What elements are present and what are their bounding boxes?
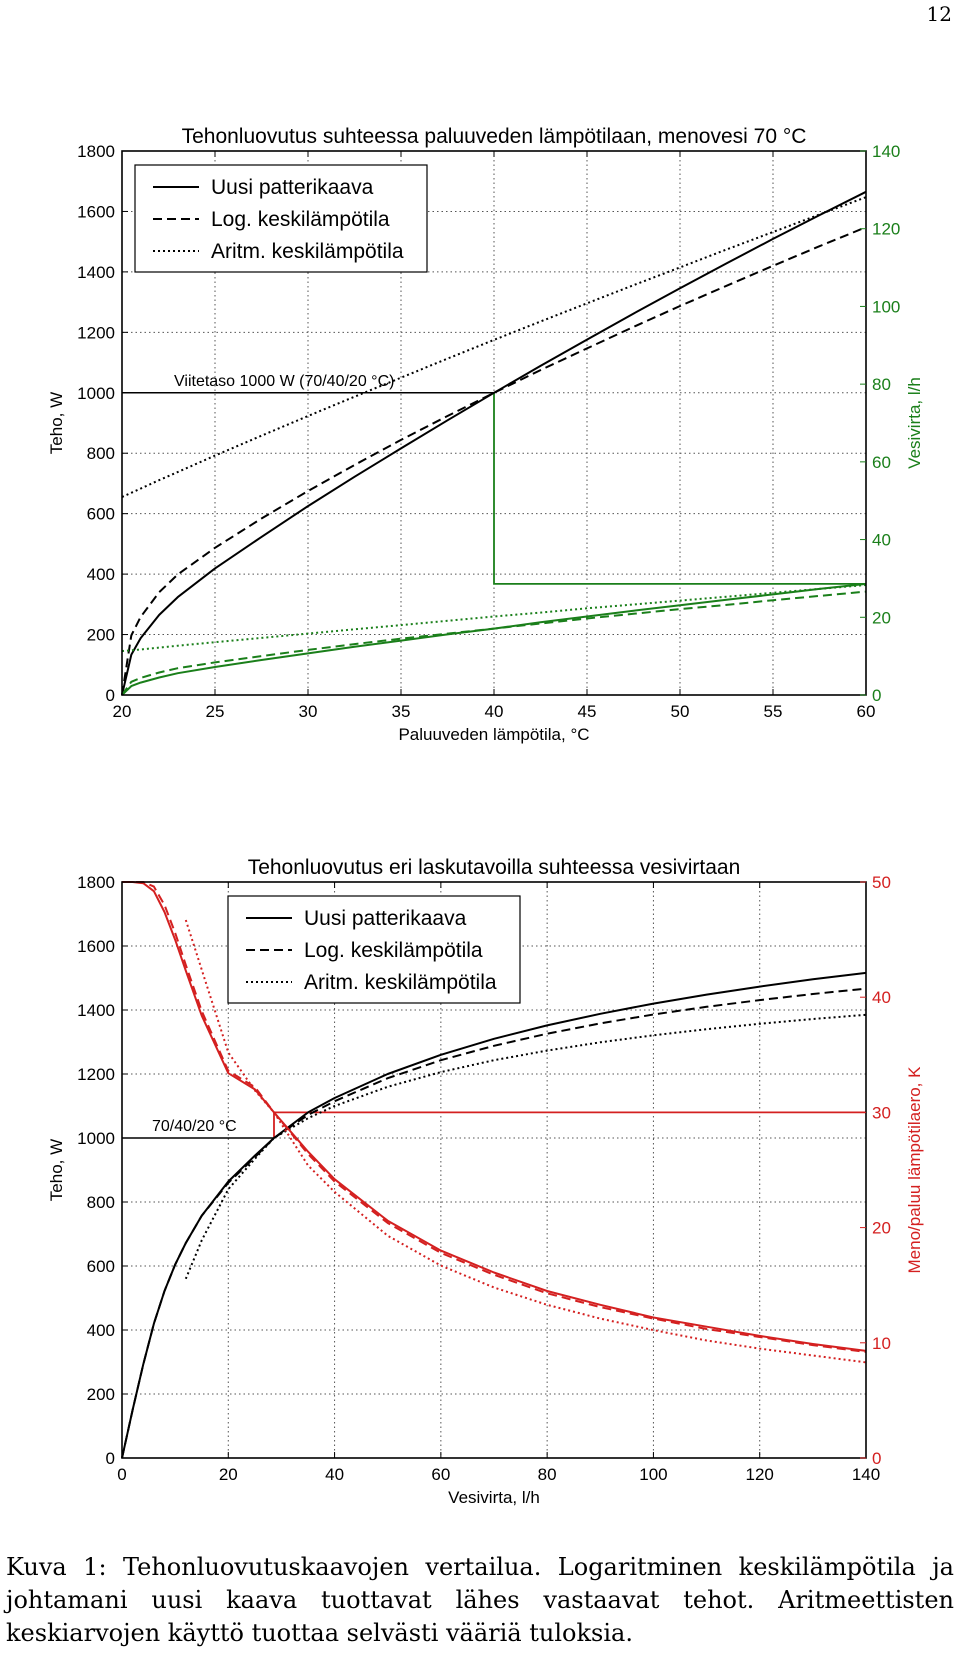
x-tick-label: 30 [299, 702, 318, 721]
x-tick-label: 0 [117, 1465, 126, 1484]
y-tick-label: 1000 [77, 1129, 115, 1148]
y-tick-label: 1600 [77, 202, 115, 221]
x-tick-label: 25 [206, 702, 225, 721]
x-tick-label: 80 [538, 1465, 557, 1484]
y-tick-label: 600 [87, 1257, 115, 1276]
series-aritm-keskil-mp-tila-right [184, 919, 867, 1364]
plot-frame [121, 881, 867, 1459]
caption-text: Tehonluovutuskaavojen vertailua. Logarit… [6, 1553, 954, 1647]
x-tick-label: 60 [431, 1465, 450, 1484]
x-tick-label: 40 [325, 1465, 344, 1484]
legend-label: Log. keskilämpötila [304, 939, 483, 962]
chart-water-flow: 0 20 40 60 80 100 120 1400200400600800100012001… [47, 856, 924, 1507]
y-tick-label: 600 [87, 505, 115, 524]
y-axis-label: Teho, W [47, 1139, 66, 1201]
legend-label: Aritm. keskilämpötila [304, 971, 497, 994]
y-tick-label: 200 [87, 1385, 115, 1404]
y-tick-label: 1400 [77, 1001, 115, 1020]
y2-tick-label: 20 [872, 608, 891, 627]
x-tick-label: 55 [764, 702, 783, 721]
x-tick-label: 45 [578, 702, 597, 721]
x-tick-label: 35 [392, 702, 411, 721]
legend-label: Uusi patterikaava [211, 176, 374, 199]
reference-annotation: Viitetaso 1000 W (70/40/20 °C) [174, 373, 394, 390]
y2-tick-label: 140 [872, 142, 900, 161]
series-log-keskil-mp-tila-right [121, 590, 867, 696]
x-tick-label: 20 [113, 702, 132, 721]
x-tick-label: 50 [671, 702, 690, 721]
y2-tick-label: 0 [872, 1449, 881, 1468]
y-tick-label: 1800 [77, 142, 115, 161]
y2-axis-label: Vesivirta, l/h [905, 377, 924, 469]
chart-return-temperature: 20 25 30 35 40 45 50 55 600200400600800100012001… [47, 125, 924, 744]
x-axis-label: Paluuveden lämpötila, °C [398, 725, 589, 744]
series-aritm-keskil-mp-tila-left [184, 1013, 867, 1280]
y-tick-label: 1600 [77, 937, 115, 956]
series-aritm-keskil-mp-tila-left [121, 196, 867, 498]
x-tick-label: 120 [746, 1465, 774, 1484]
y-tick-label: 1000 [77, 384, 115, 403]
y2-tick-label: 100 [872, 297, 900, 316]
chart-title: Tehonluovutus suhteessa paluuveden lämpö… [182, 125, 807, 148]
y-tick-label: 1200 [77, 1065, 115, 1084]
x-tick-label: 20 [219, 1465, 238, 1484]
y-tick-label: 800 [87, 444, 115, 463]
x-tick-label: 140 [852, 1465, 880, 1484]
chart-title: Tehonluovutus eri laskutavoilla suhteess… [248, 856, 741, 879]
y-tick-label: 0 [106, 1449, 115, 1468]
legend-label: Uusi patterikaava [304, 907, 467, 930]
reference-line-deltat [273, 1111, 866, 1138]
series-uusi-patterikaava-right [121, 582, 867, 696]
series-log-keskil-mp-tila-left [121, 987, 867, 1459]
y2-tick-label: 120 [872, 220, 900, 239]
figure-caption: Kuva 1: Tehonluovutuskaavojen vertailua.… [6, 1551, 954, 1650]
reference-annotation: 70/40/20 °C [152, 1118, 237, 1135]
page-number: 12 [926, 2, 952, 26]
y2-tick-label: 10 [872, 1334, 891, 1353]
x-tick-label: 40 [485, 702, 504, 721]
y-tick-label: 800 [87, 1193, 115, 1212]
y2-tick-label: 60 [872, 453, 891, 472]
y2-axis-label: Meno/paluu lämpötilaero, K [905, 1066, 924, 1274]
y-axis-label: Teho, W [47, 392, 66, 454]
y2-tick-label: 80 [872, 375, 891, 394]
legend-label: Log. keskilämpötila [211, 208, 390, 231]
series-log-keskil-mp-tila-left [121, 226, 867, 696]
y-tick-label: 1400 [77, 263, 115, 282]
x-tick-label: 100 [639, 1465, 667, 1484]
y-tick-label: 1800 [77, 873, 115, 892]
y-tick-label: 0 [106, 686, 115, 705]
y2-tick-label: 40 [872, 531, 891, 550]
y2-tick-label: 40 [872, 988, 891, 1007]
series-aritm-keskil-mp-tila-right [121, 584, 867, 653]
series-uusi-patterikaava-right [122, 881, 867, 1352]
series-log-keskil-mp-tila-right [122, 881, 867, 1353]
y-tick-label: 400 [87, 565, 115, 584]
reference-line-flow [493, 392, 866, 585]
y-tick-label: 400 [87, 1321, 115, 1340]
y-tick-label: 1200 [77, 323, 115, 342]
x-axis-label: Vesivirta, l/h [448, 1488, 540, 1507]
y2-tick-label: 0 [872, 686, 881, 705]
legend-label: Aritm. keskilämpötila [211, 240, 404, 263]
y2-tick-label: 30 [872, 1103, 891, 1122]
y-tick-label: 200 [87, 626, 115, 645]
series-uusi-patterikaava-left [121, 190, 867, 696]
x-tick-label: 60 [857, 702, 876, 721]
y2-tick-label: 20 [872, 1219, 891, 1238]
y2-tick-label: 50 [872, 873, 891, 892]
caption-label: Kuva 1: [6, 1553, 107, 1581]
